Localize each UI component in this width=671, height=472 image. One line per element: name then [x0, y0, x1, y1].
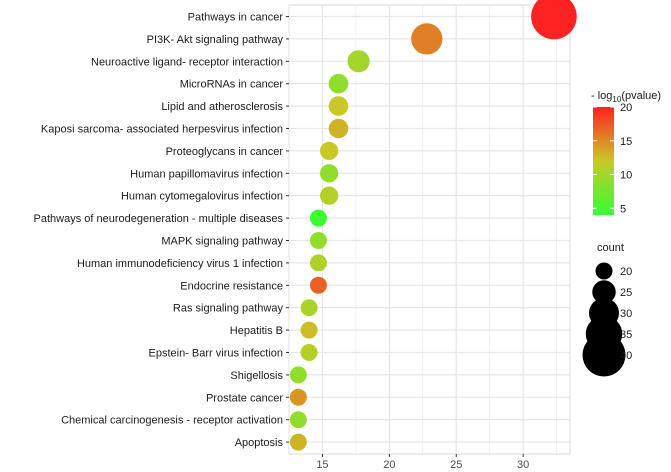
data-point: [289, 411, 307, 429]
size-legend-label: 30: [620, 308, 632, 320]
category-label: Lipid and atherosclerosis: [161, 101, 283, 113]
size-legend-label: 35: [620, 329, 632, 341]
data-point: [328, 96, 349, 116]
category-label: MAPK signaling pathway: [161, 236, 283, 248]
category-label: PI3K- Akt signaling pathway: [147, 34, 284, 46]
color-bar-label: 15: [620, 136, 632, 148]
color-bar: [593, 107, 614, 215]
category-label: Ras signaling pathway: [173, 303, 284, 315]
category-label: Kaposi sarcoma- associated herpesvirus i…: [41, 124, 283, 136]
data-point: [328, 118, 349, 139]
color-bar-label: 5: [620, 203, 626, 215]
size-legend-label: 40: [620, 350, 632, 362]
category-label: Hepatitis B: [230, 325, 283, 337]
category-label: Prostate cancer: [206, 392, 283, 404]
x-tick-label: 25: [450, 459, 462, 471]
category-label: Endocrine resistance: [180, 280, 283, 292]
data-point: [289, 433, 307, 451]
data-point: [309, 232, 327, 249]
category-labels: Pathways in cancer PI3K- Akt signaling pa…: [34, 12, 289, 449]
data-point: [300, 344, 318, 361]
data-point: [289, 366, 307, 384]
color-legend-title: - log10(pvalue): [591, 90, 661, 104]
data-point: [309, 209, 327, 227]
data-point: [411, 23, 443, 55]
category-label: Proteoglycans in cancer: [166, 146, 284, 158]
x-tick-label: 20: [383, 459, 395, 471]
category-label: Human papillomavirus infection: [130, 168, 283, 180]
category-label: Human cytomegalovirus infection: [121, 191, 283, 203]
category-label: MicroRNAs in cancer: [180, 79, 284, 91]
category-label: Shigellosis: [230, 370, 283, 382]
x-tick-label: 15: [316, 459, 328, 471]
data-point: [347, 50, 370, 73]
plot-panel: [288, 4, 571, 455]
size-legend-title: count: [597, 242, 624, 254]
size-legend: count 20 25 30 35 40: [582, 242, 632, 377]
data-point: [531, 0, 577, 40]
data-point: [309, 254, 327, 272]
data-point: [300, 299, 318, 317]
data-point: [319, 141, 339, 161]
data-point: [328, 73, 349, 94]
x-tick-label: 30: [517, 459, 529, 471]
category-label: Chemical carcinogenesis - receptor activ…: [61, 415, 283, 427]
color-bar-label: 20: [620, 102, 632, 114]
data-point: [300, 321, 318, 339]
category-label: Pathways of neurodegeneration - multiple…: [34, 213, 284, 225]
category-label: Human immunodeficiency virus 1 infection: [77, 258, 283, 270]
data-point: [289, 388, 307, 406]
size-legend-label: 25: [620, 287, 632, 299]
category-label: Pathways in cancer: [188, 12, 284, 24]
size-legend-dot: [595, 262, 613, 280]
color-bar-label: 10: [620, 170, 632, 182]
category-label: Apoptosis: [235, 437, 284, 449]
category-label: Neuroactive ligand- receptor interaction: [91, 56, 283, 68]
grid-lines: [288, 5, 570, 454]
data-point: [309, 276, 327, 294]
size-legend-dot: [592, 280, 616, 304]
size-legend-dot: [582, 333, 626, 377]
size-legend-items: 20 25 30 35 40: [582, 262, 632, 377]
size-legend-label: 20: [620, 266, 632, 278]
data-points: [289, 0, 577, 451]
color-bar-ticks: 5 10 15 20: [593, 102, 632, 215]
category-label: Epstein- Barr virus infection: [149, 348, 284, 360]
x-tick-labels: 15 20 25 30: [316, 454, 529, 471]
data-point: [319, 164, 339, 183]
color-legend: - log10(pvalue) 5 10 15 20: [591, 90, 661, 215]
data-point: [319, 186, 339, 205]
